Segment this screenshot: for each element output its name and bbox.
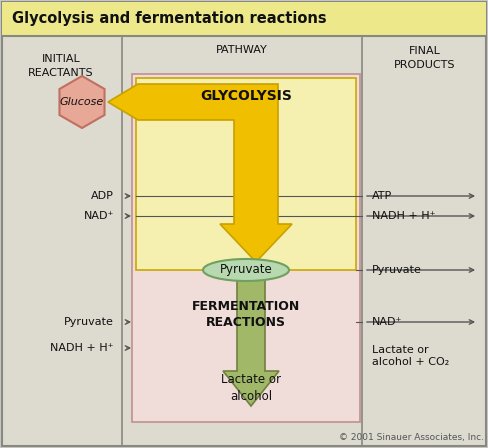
Text: NAD⁺: NAD⁺ xyxy=(372,317,403,327)
Bar xyxy=(2,2,486,36)
Polygon shape xyxy=(60,76,104,128)
Text: GLYCOLYSIS: GLYCOLYSIS xyxy=(200,89,292,103)
Text: Lactate or
alcohol + CO₂: Lactate or alcohol + CO₂ xyxy=(372,345,449,367)
Text: FERMENTATION
REACTIONS: FERMENTATION REACTIONS xyxy=(192,301,300,329)
Bar xyxy=(132,74,360,422)
Ellipse shape xyxy=(203,259,289,281)
Text: ADP: ADP xyxy=(91,191,114,201)
Text: © 2001 Sinauer Associates, Inc.: © 2001 Sinauer Associates, Inc. xyxy=(339,433,484,442)
Text: ATP: ATP xyxy=(372,191,392,201)
Text: FINAL
PRODUCTS: FINAL PRODUCTS xyxy=(394,47,456,69)
Text: NAD⁺: NAD⁺ xyxy=(83,211,114,221)
Text: Lactate or
alcohol: Lactate or alcohol xyxy=(221,373,281,403)
Text: Glucose: Glucose xyxy=(60,97,104,107)
Polygon shape xyxy=(108,84,292,262)
Text: Glycolysis and fermentation reactions: Glycolysis and fermentation reactions xyxy=(12,12,326,26)
Text: NADH + H⁺: NADH + H⁺ xyxy=(372,211,435,221)
Text: Pyruvate: Pyruvate xyxy=(64,317,114,327)
Text: Pyruvate: Pyruvate xyxy=(372,265,422,275)
Bar xyxy=(136,78,356,270)
Text: PATHWAY: PATHWAY xyxy=(216,45,268,55)
Polygon shape xyxy=(223,265,279,406)
Text: INITIAL
REACTANTS: INITIAL REACTANTS xyxy=(28,54,94,78)
Text: Pyruvate: Pyruvate xyxy=(220,263,272,276)
Text: NADH + H⁺: NADH + H⁺ xyxy=(50,343,114,353)
